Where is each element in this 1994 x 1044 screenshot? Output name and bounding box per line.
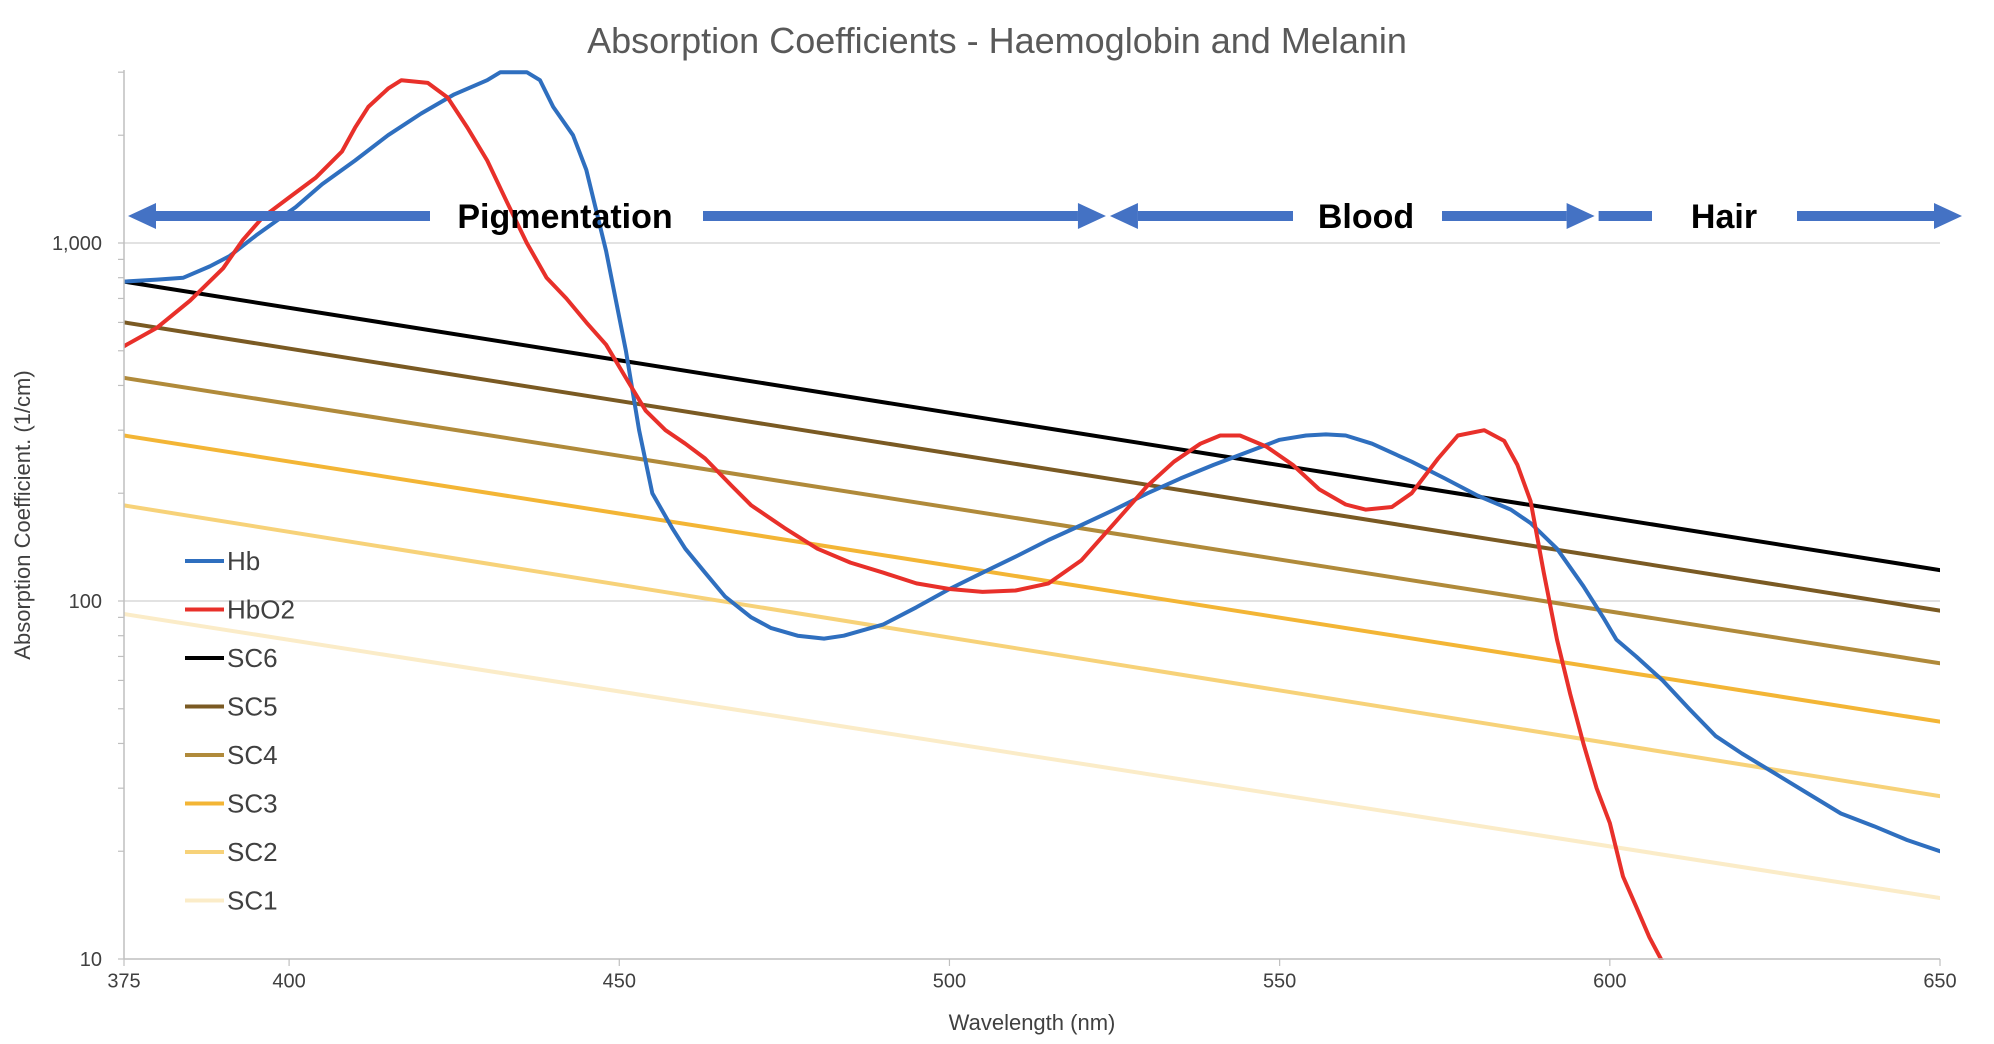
x-tick-label: 450	[603, 971, 636, 993]
y-tick-label: 100	[69, 591, 102, 613]
legend: Hb HbO2 SC6 SC5 SC4 SC3 SC2 SC1	[185, 546, 295, 916]
x-tick-label: 375	[107, 971, 140, 993]
y-tick-label: 1,000	[52, 233, 102, 255]
legend-label-sc4: SC4	[227, 740, 278, 770]
series-line-sc2	[124, 503, 1940, 799]
x-tick-label: 550	[1263, 971, 1296, 993]
annotation-arrow-head	[1566, 203, 1595, 229]
series-line-sc6	[124, 279, 1940, 573]
series-line-hb	[124, 70, 1940, 854]
annotation-arrow-head	[1077, 203, 1106, 229]
series-line-sc5	[124, 320, 1940, 613]
gridlines	[124, 242, 1940, 602]
legend-label-hbo2: HbO2	[227, 595, 295, 625]
y-tick-label: 10	[80, 949, 102, 971]
series-line-sc1	[124, 612, 1940, 900]
annotation-label-hair: Hair	[1691, 198, 1757, 236]
legend-label-sc3: SC3	[227, 789, 278, 819]
annotation-label-blood: Blood	[1318, 198, 1414, 236]
annotation-arrow-shaft	[1137, 211, 1293, 221]
x-tick-label: 600	[1593, 971, 1626, 993]
annotation-arrow-shaft	[1797, 211, 1934, 221]
chart-title: Absorption Coefficients - Haemoglobin an…	[587, 20, 1407, 61]
series-line-sc4	[124, 375, 1940, 666]
annotation-arrow-shaft	[156, 211, 430, 221]
y-minor-ticks	[118, 71, 124, 960]
annotation-arrow-shaft	[1442, 211, 1567, 221]
x-major-ticks	[123, 959, 1941, 966]
annotation-arrow-head	[1934, 203, 1962, 229]
annotation-arrow-head	[1109, 203, 1138, 229]
x-tick-label: 500	[933, 971, 966, 993]
region-annotations: Pigmentation Blood Hair	[128, 198, 1962, 236]
annotation-arrow-shaft	[703, 211, 1078, 221]
series-layer	[124, 70, 1940, 960]
annotation-arrow-shaft	[1598, 211, 1652, 221]
legend-label-sc2: SC2	[227, 837, 278, 867]
annotation-label-pigmentation: Pigmentation	[457, 198, 672, 236]
legend-label-sc6: SC6	[227, 643, 278, 673]
x-axis-title: Wavelength (nm)	[949, 1010, 1116, 1035]
legend-label-sc1: SC1	[227, 886, 278, 916]
annotation-arrow-head	[128, 203, 156, 229]
y-axis-title: Absorption Coefficient. (1/cm)	[10, 370, 35, 659]
legend-label-hb: Hb	[227, 546, 260, 576]
x-tick-labels: 375 400 450 500 550 600 650	[107, 971, 1956, 993]
series-line-sc3	[124, 433, 1940, 724]
series-line-hbo2	[124, 78, 1664, 960]
x-tick-label: 400	[272, 971, 305, 993]
y-tick-labels: 10 100 1,000	[52, 233, 102, 971]
legend-label-sc5: SC5	[227, 692, 278, 722]
x-tick-label: 650	[1923, 971, 1956, 993]
